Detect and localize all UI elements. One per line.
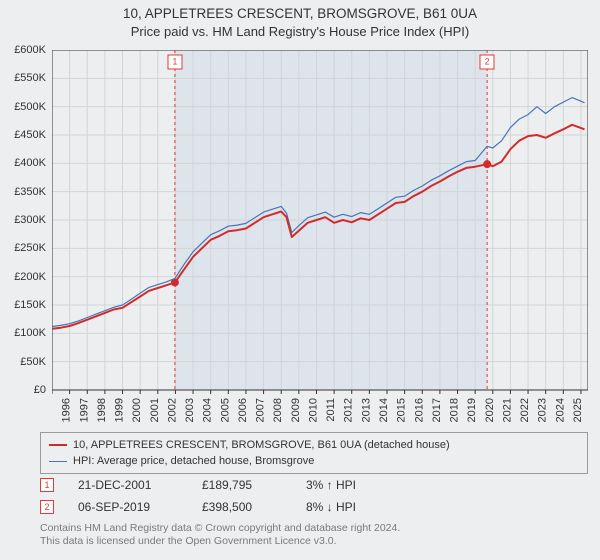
x-axis-label: 2021: [501, 398, 513, 422]
sale-price-2: £398,500: [202, 496, 282, 518]
line-chart: 1995 1996 1997 1998 1999 2000 2001 2002 2003 2004…: [52, 50, 588, 430]
legend-row-blue: HPI: Average price, detached house, Brom…: [49, 453, 579, 469]
x-axis-label: 2001: [149, 398, 161, 422]
x-axis-label: 2007: [255, 398, 267, 422]
x-axis-label: 2025: [572, 398, 584, 422]
y-axis-label: £0: [0, 384, 46, 396]
legend-row-red: 10, APPLETREES CRESCENT, BROMSGROVE, B61…: [49, 437, 579, 453]
y-axis-label: £150K: [0, 299, 46, 311]
sale-delta-2: 8% ↓ HPI: [306, 496, 356, 518]
y-axis-label: £100K: [0, 327, 46, 339]
x-axis-label: 1998: [96, 398, 108, 422]
x-axis-label: 2024: [554, 398, 566, 422]
x-axis-label: 2014: [378, 398, 390, 422]
sale-delta-1: 3% ↑ HPI: [306, 474, 356, 496]
legend-label-blue: HPI: Average price, detached house, Brom…: [73, 453, 314, 469]
event-marker-2: 2: [480, 55, 495, 70]
title-sub: Price paid vs. HM Land Registry's House …: [0, 24, 600, 39]
x-axis-label: 2005: [219, 398, 231, 422]
x-axis-label: 2020: [484, 398, 496, 422]
footer-line-1: Contains HM Land Registry data © Crown c…: [40, 522, 588, 535]
x-axis-label: 2015: [396, 398, 408, 422]
x-axis-label: 2009: [290, 398, 302, 422]
x-axis-label: 2004: [202, 398, 214, 422]
x-axis-label: 1995: [52, 398, 55, 422]
sale-marker-1-icon: 1: [40, 478, 54, 492]
sale-date-2: 06-SEP-2019: [78, 496, 178, 518]
legend-swatch-red: [49, 444, 67, 446]
footer-copyright: Contains HM Land Registry data © Crown c…: [40, 522, 588, 548]
sale-date-1: 21-DEC-2001: [78, 474, 178, 496]
x-axis-label: 2018: [449, 398, 461, 422]
y-axis-label: £400K: [0, 157, 46, 169]
footer-line-2: This data is licensed under the Open Gov…: [40, 535, 588, 548]
sales-table: 1 21-DEC-2001 £189,795 3% ↑ HPI 2 06-SEP…: [40, 474, 588, 518]
y-axis-label: £300K: [0, 214, 46, 226]
x-axis-label: 1996: [61, 398, 73, 422]
y-axis-label: £250K: [0, 242, 46, 254]
x-axis-label: 2023: [537, 398, 549, 422]
x-axis-label: 2017: [431, 398, 443, 422]
y-axis-label: £50K: [0, 356, 46, 368]
legend-swatch-blue: [49, 461, 67, 462]
y-axis-label: £600K: [0, 44, 46, 56]
y-axis-label: £450K: [0, 129, 46, 141]
x-axis-label: 2022: [519, 398, 531, 422]
legend-label-red: 10, APPLETREES CRESCENT, BROMSGROVE, B61…: [73, 437, 450, 453]
x-axis-label: 1999: [114, 398, 126, 422]
y-axis-label: £200K: [0, 271, 46, 283]
y-axis-label: £500K: [0, 101, 46, 113]
y-axis-label: £550K: [0, 72, 46, 84]
y-axis-label: £350K: [0, 186, 46, 198]
x-axis-label: 2002: [166, 398, 178, 422]
x-axis-label: 2010: [307, 398, 319, 422]
x-axis-label: 2000: [131, 398, 143, 422]
x-axis-label: 2003: [184, 398, 196, 422]
sales-row-1: 1 21-DEC-2001 £189,795 3% ↑ HPI: [40, 474, 588, 496]
x-axis-label: 2011: [325, 398, 337, 422]
x-axis-label: 2008: [272, 398, 284, 422]
x-axis-label: 2006: [237, 398, 249, 422]
x-axis-label: 2012: [343, 398, 355, 422]
sales-row-2: 2 06-SEP-2019 £398,500 8% ↓ HPI: [40, 496, 588, 518]
legend: 10, APPLETREES CRESCENT, BROMSGROVE, B61…: [40, 432, 588, 474]
x-axis-label: 2019: [466, 398, 478, 422]
x-axis-label: 2016: [413, 398, 425, 422]
event-marker-1: 1: [167, 55, 182, 70]
sale-price-1: £189,795: [202, 474, 282, 496]
sale-marker-2-icon: 2: [40, 500, 54, 514]
title-main: 10, APPLETREES CRESCENT, BROMSGROVE, B61…: [0, 6, 600, 21]
chart-container: { "title_main": "10, APPLETREES CRESCENT…: [0, 0, 600, 560]
x-axis-label: 1997: [78, 398, 90, 422]
chart-svg: 1995 1996 1997 1998 1999 2000 2001 2002 2003 2004…: [52, 50, 588, 430]
x-axis-label: 2013: [360, 398, 372, 422]
